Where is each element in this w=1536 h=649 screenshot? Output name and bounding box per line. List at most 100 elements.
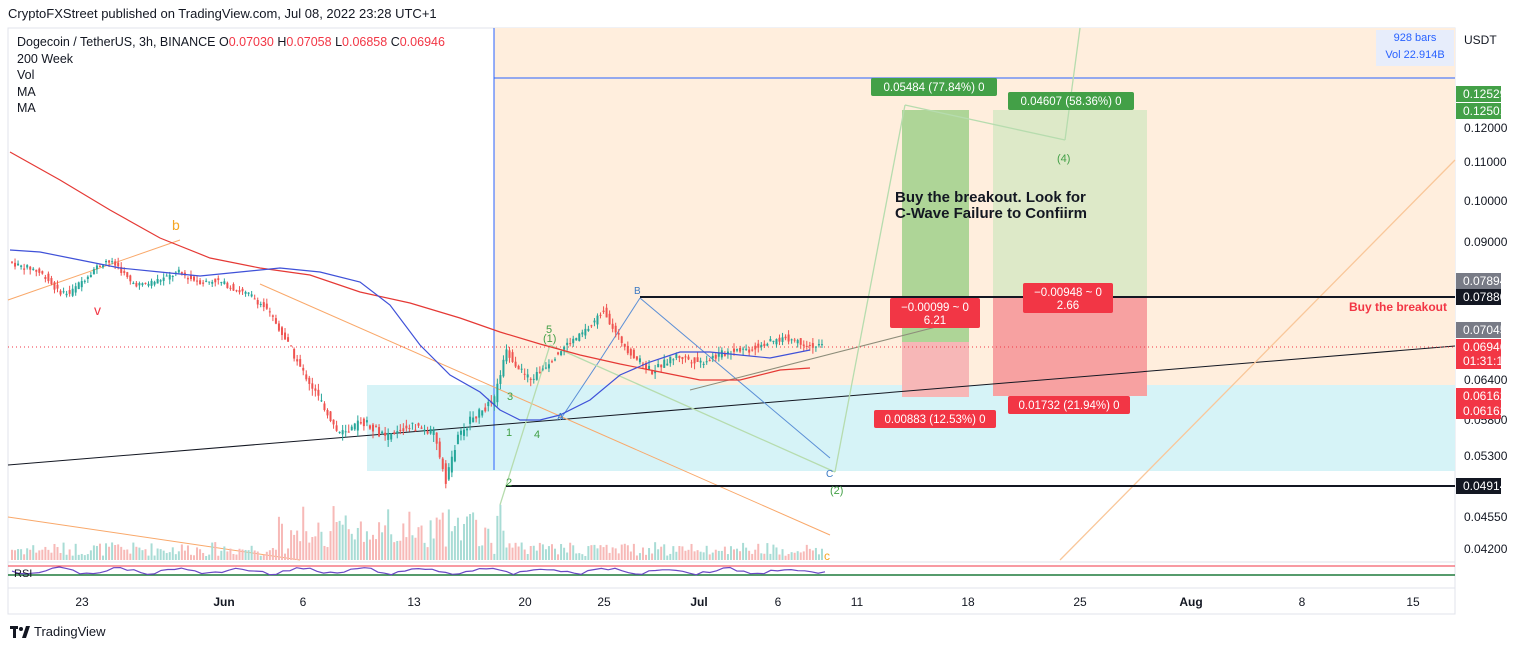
candle-body	[308, 377, 311, 384]
volume-bar	[626, 545, 629, 560]
chart-area[interactable]: 0.120000.110000.100000.090000.064000.058…	[0, 0, 1536, 620]
wave-label-4: 4	[534, 429, 540, 441]
candle-body	[89, 275, 92, 278]
price-tick-label: 0.10000	[1464, 194, 1508, 208]
candle-body	[196, 280, 199, 282]
volume-bar	[211, 542, 214, 560]
volume-bar	[726, 554, 729, 560]
candle-body	[699, 360, 702, 363]
volume-bar	[723, 546, 726, 560]
candle-body	[638, 358, 641, 363]
volume-bar	[654, 542, 657, 560]
candle-body	[259, 303, 262, 305]
candle-body	[672, 359, 675, 361]
volume-bar	[238, 548, 241, 560]
svg-text:0.06946: 0.06946	[1463, 340, 1507, 354]
volume-bar	[390, 534, 393, 560]
candle-body	[532, 378, 535, 380]
candle-body	[757, 343, 760, 348]
volume-bar	[120, 546, 123, 560]
candle-body	[447, 467, 450, 480]
candle-body	[47, 273, 50, 282]
wave-3-projection	[834, 104, 906, 473]
volume-bar	[223, 546, 226, 560]
candle-body	[311, 383, 314, 389]
wave-label-v: v	[94, 302, 101, 318]
price-tick-label: 0.06400	[1464, 373, 1508, 387]
wave-5-projection	[1064, 27, 1081, 141]
volume-bar	[141, 550, 144, 560]
volume-bar	[554, 548, 557, 560]
indicator-vol[interactable]: Vol	[17, 68, 35, 82]
indicator-ma-2[interactable]: MA	[17, 101, 36, 115]
buy-breakout-label: Buy the breakout	[1349, 300, 1447, 314]
wave-2-projection	[549, 344, 836, 473]
volume-bar	[208, 554, 211, 560]
volume-bar	[475, 519, 478, 560]
volume-bar	[651, 553, 654, 560]
volume-bar	[171, 547, 174, 560]
volume-bar	[605, 544, 608, 560]
ohlc-high: H0.07058	[277, 35, 332, 49]
volume-bar	[499, 504, 502, 560]
volume-bar	[193, 555, 196, 560]
symbol-name[interactable]: Dogecoin / TetherUS, 3h, BINANCE	[17, 35, 216, 49]
candle-body	[293, 348, 296, 359]
candle-body	[745, 348, 748, 350]
volume-bar	[617, 553, 620, 560]
volume-bar	[59, 552, 62, 560]
candle-body	[44, 276, 47, 280]
candle-body	[563, 346, 566, 350]
candle-body	[775, 339, 778, 345]
volume-bar	[62, 542, 65, 560]
volume-bar	[29, 549, 32, 560]
candle-body	[20, 265, 23, 267]
volume-bar	[253, 550, 256, 560]
time-tick-label: Aug	[1179, 595, 1202, 609]
published-header: CryptoFXStreet published on TradingView.…	[8, 6, 437, 21]
candle-body	[660, 364, 663, 368]
volume-bar	[256, 551, 259, 560]
ohlc-close: C0.06946	[390, 35, 445, 49]
candle-body	[265, 303, 268, 309]
candle-body	[681, 357, 684, 360]
candle-body	[335, 425, 338, 431]
candle-body	[466, 428, 469, 431]
volume-bar	[478, 546, 481, 560]
candle-body	[271, 315, 274, 317]
candle-body	[305, 374, 308, 380]
candle-body	[587, 328, 590, 331]
volume-bar	[365, 531, 368, 560]
volume-bar	[250, 545, 253, 560]
candle-body	[371, 424, 374, 432]
time-tick-label: 25	[597, 595, 611, 609]
volume-bar	[717, 550, 720, 560]
footer-brand[interactable]: TradingView	[10, 624, 106, 639]
candle-body	[177, 269, 180, 273]
candle-body	[226, 282, 229, 289]
price-badge: 0.12529	[1456, 86, 1507, 102]
candle-body	[817, 344, 820, 346]
candle-body	[602, 310, 605, 312]
volume-bar	[769, 553, 772, 560]
volume-bar	[214, 542, 217, 560]
candle-body	[50, 278, 53, 285]
volume-bar	[20, 549, 23, 560]
candle-body	[529, 378, 532, 380]
time-axis: 23 Jun 6 13 20 25 Jul 6 11 18 25 Aug 8 15	[75, 595, 1420, 609]
ma-blue-line	[9, 249, 811, 421]
indicator-ma-1[interactable]: MA	[17, 84, 36, 99]
price-tick-label: 0.12000	[1464, 121, 1508, 135]
note-line-1: Buy the breakout. Look for	[895, 189, 1086, 206]
volume-bar	[702, 552, 705, 560]
indicator-200-week[interactable]: 200 Week	[17, 51, 74, 66]
candle-body	[675, 354, 678, 359]
candle-body	[496, 383, 499, 403]
wave-label-B: B	[634, 286, 641, 297]
volume-bar	[411, 535, 414, 560]
wave-label-(1): (1)	[543, 333, 556, 345]
candle-body	[453, 449, 456, 462]
candle-body	[229, 287, 232, 289]
volume-bar	[280, 523, 283, 560]
